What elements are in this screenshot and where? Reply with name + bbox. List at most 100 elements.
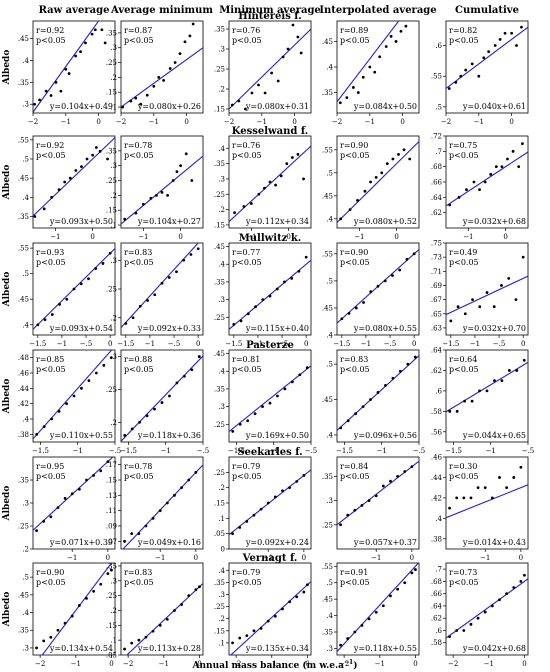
x-tick-label: −1	[267, 660, 277, 668]
data-point	[168, 394, 171, 398]
fit-equation: y=0.104x+0.49	[49, 102, 113, 111]
p-value: p<0.05	[340, 258, 370, 267]
data-point	[492, 305, 496, 309]
data-point	[465, 188, 468, 192]
p-value: p<0.05	[232, 472, 262, 481]
y-tick-label: .6	[435, 387, 442, 395]
data-point	[198, 585, 201, 589]
data-point	[290, 276, 294, 280]
y-tick-label: .2	[110, 419, 117, 427]
plot-frame	[32, 562, 116, 656]
fit-equation: y=0.118x+0.36	[137, 431, 201, 440]
panel-4-2: Seekarles f.−1 00.05.1.15.2.25r=0.79p<0.0…	[214, 447, 312, 562]
data-point	[454, 80, 458, 84]
y-tick-label: .42	[431, 494, 442, 502]
y-tick-label: .3	[22, 101, 29, 109]
data-point	[165, 501, 169, 505]
y-tick-label: .3	[22, 644, 29, 652]
data-point	[448, 203, 452, 207]
data-point	[160, 401, 164, 404]
fit-line	[121, 155, 203, 225]
y-tick-label: .45	[18, 175, 29, 183]
panel-1-0: −1 0 .35 .4 .45 .5 .55 r=0.92p<0.05 y=0.093x+0.5…	[2, 135, 116, 241]
data-point	[268, 401, 272, 405]
r-value: r=0.78	[124, 141, 152, 150]
data-point	[123, 217, 127, 221]
r-value: r=0.91	[340, 568, 368, 577]
y-tick-label: .2	[218, 615, 225, 623]
plot-frame	[32, 135, 116, 229]
data-point	[252, 629, 256, 633]
data-point	[369, 398, 372, 401]
data-point	[302, 474, 306, 477]
data-point	[391, 274, 394, 277]
data-point	[246, 312, 250, 316]
y-tick-label: .45	[214, 243, 225, 251]
data-point	[296, 35, 300, 39]
y-tick-label: .4	[435, 515, 442, 523]
fit-equation: y=0.110x+0.55	[49, 431, 113, 440]
data-point	[368, 65, 372, 69]
data-point	[134, 96, 138, 100]
data-point	[519, 465, 523, 469]
data-point	[245, 634, 249, 638]
y-tick-label: .35	[214, 579, 225, 587]
y-tick-label: .56	[431, 428, 443, 436]
data-point	[356, 91, 360, 94]
plot-frame	[120, 456, 204, 550]
fit-line	[33, 21, 100, 113]
data-point	[179, 164, 183, 168]
x-tick-label: −1	[463, 233, 473, 241]
y-tick-label: .73	[431, 254, 442, 262]
data-point	[483, 610, 487, 614]
x-tick-label: −.5	[305, 447, 318, 455]
r-value: r=0.30	[449, 462, 477, 471]
data-point	[99, 469, 103, 473]
y-tick-label: .67	[431, 296, 442, 304]
y-tick-label: .5	[326, 361, 333, 369]
r-value: r=0.79	[232, 568, 260, 577]
data-point	[378, 55, 382, 59]
r-value: r=0.90	[340, 141, 368, 150]
fit-equation: y=0.104x+0.27	[137, 217, 201, 226]
panel-0-3: −2 −1 0 .35 .4 .45 r=0.89p<0.05 y=0.084x+0.50	[322, 20, 420, 126]
x-tick-label: −1	[263, 554, 273, 562]
x-tick-label: 0	[522, 660, 526, 668]
data-point	[232, 322, 236, 326]
data-point	[288, 600, 292, 604]
data-point	[403, 470, 407, 473]
y-tick-label: .3	[110, 44, 117, 52]
data-point	[383, 279, 387, 283]
data-point	[70, 614, 74, 618]
data-point	[275, 287, 279, 291]
data-point	[50, 313, 54, 316]
data-point	[130, 641, 134, 645]
data-point	[187, 478, 191, 482]
fit-equation: y=0.093x+0.50	[49, 217, 113, 226]
r-value: r=0.79	[232, 462, 260, 471]
p-value: p<0.05	[232, 365, 262, 374]
data-point	[85, 478, 88, 482]
panel-2-0: −1.5 −1 −.5 0 .4 .45 .5 .55 r=0.93p<0.05 y=0.093x…	[2, 242, 116, 348]
data-point	[137, 532, 141, 536]
data-point	[131, 316, 135, 320]
data-point	[515, 369, 519, 372]
r-value: r=0.75	[449, 141, 477, 150]
x-tick-label: −1	[269, 447, 279, 455]
y-tick-label: .25	[214, 421, 225, 429]
plot-frame	[120, 20, 204, 114]
data-point	[397, 153, 400, 156]
data-point	[339, 643, 342, 647]
y-tick-label: .66	[431, 590, 443, 598]
data-point	[523, 573, 526, 577]
data-point	[354, 412, 358, 416]
data-point	[402, 148, 406, 152]
fit-equation: y=0.169x+0.50	[245, 431, 309, 440]
y-tick-label: .3	[218, 296, 225, 304]
y-tick-label: .64	[431, 602, 443, 610]
y-tick-label: .62	[431, 209, 442, 217]
y-tick-label: .1	[110, 222, 117, 230]
data-point	[500, 165, 504, 169]
data-point	[490, 604, 494, 608]
data-point	[369, 290, 373, 294]
